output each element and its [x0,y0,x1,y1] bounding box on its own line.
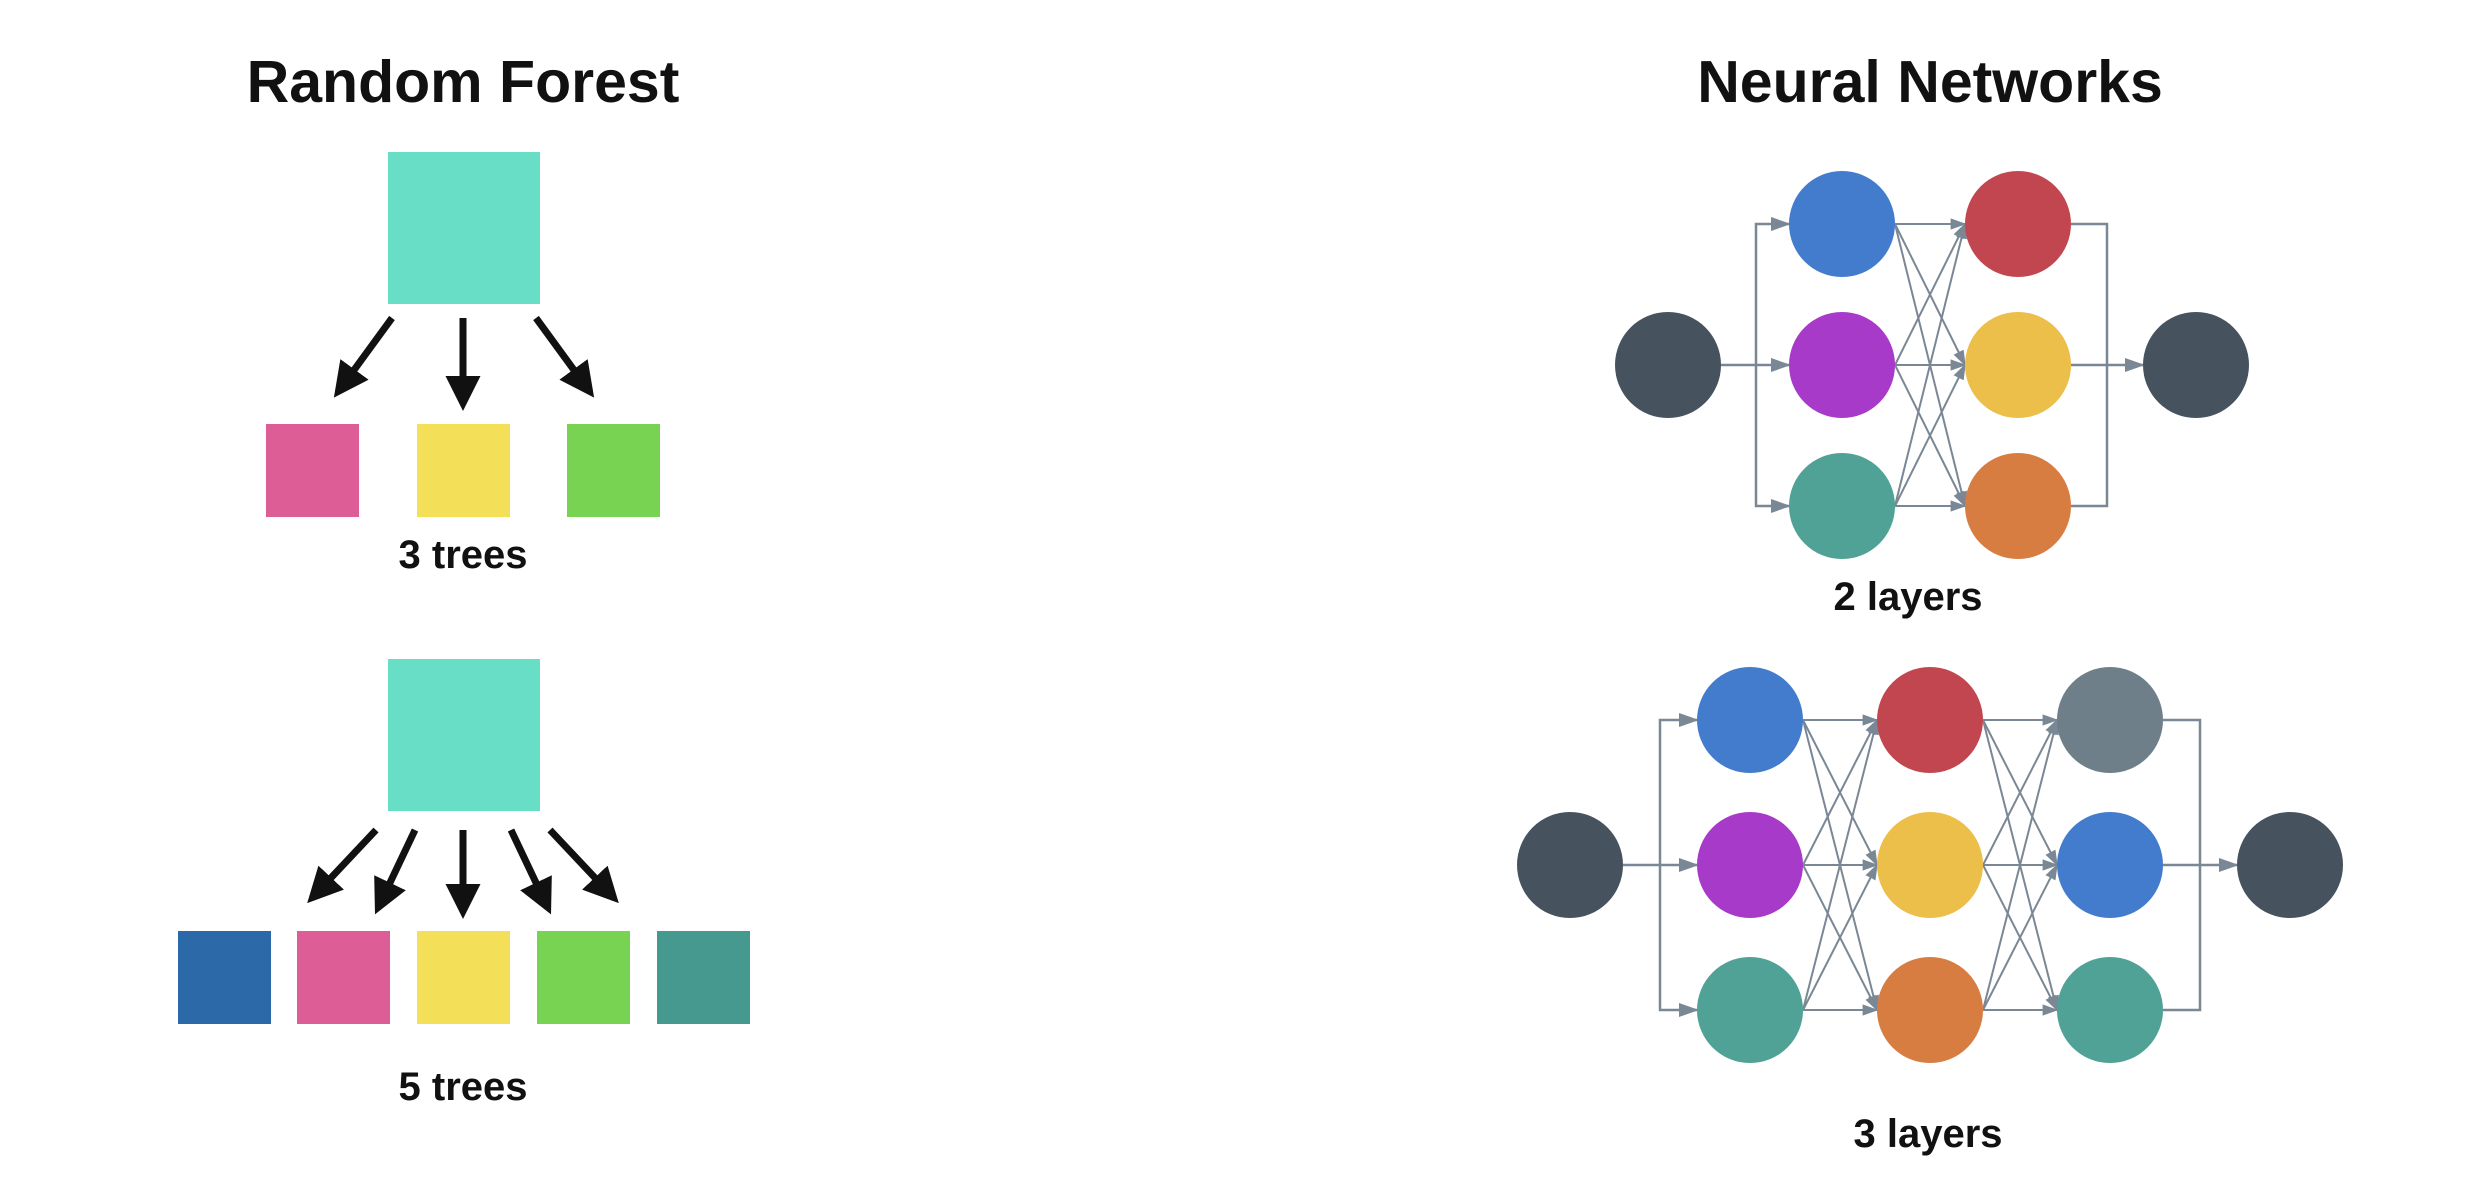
nn-output-node [2237,812,2343,918]
nn-output-edge [2163,718,2202,865]
nn-input-edge [1754,217,1791,365]
rf-root-node [388,659,540,811]
nn-input-node [1615,312,1721,418]
nn-hidden-node [1697,812,1803,918]
rf-split-arrow [533,315,595,398]
nn-hidden-node [1789,312,1895,418]
nn-weight-edge [1982,863,2058,1011]
nn-weight-edge [1802,718,1878,866]
nn-hidden-node [1965,312,2071,418]
nn-hidden-node [1697,667,1803,773]
rf-tree-node [297,931,390,1024]
nn-weight-edge [1894,363,1966,507]
nn-input-edge [1658,865,1699,1017]
nn-hidden-node [1789,453,1895,559]
rf-split-arrow [547,827,619,904]
nn-hidden-node [1877,667,1983,773]
rf-split-arrow [307,827,379,904]
nn-hidden-node [2057,957,2163,1063]
nn-caption-3-layers: 3 layers [1853,1112,2003,1156]
nn-hidden-node [1697,957,1803,1063]
nn-output-edge [2071,365,2109,508]
rf-tree-node [266,424,359,517]
rf-split-arrow [333,315,395,398]
nn-weight-edge [1982,718,2059,1011]
nn-hidden-node [1965,171,2071,277]
nn-output-node [2143,312,2249,418]
nn-weight-edge [1894,222,1966,366]
nn-hidden-node [1789,171,1895,277]
rf-tree-node [417,424,510,517]
rf-tree-node [657,931,750,1024]
random-forest-title: Random Forest [246,49,680,115]
nn-weight-edge [1802,863,1878,1011]
neural-networks-title: Neural Networks [1697,49,2163,115]
nn-weight-edge [1802,718,1879,1011]
nn-caption-2-layers: 2 layers [1833,575,1983,619]
nn-input-edge [1754,365,1791,513]
rf-split-arrow [507,828,552,915]
nn-hidden-node [2057,812,2163,918]
rf-caption-3-trees: 3 trees [398,533,528,577]
nn-hidden-node [1877,812,1983,918]
nn-output-edge [2071,222,2109,365]
rf-tree-node [417,931,510,1024]
rf-tree-node [537,931,630,1024]
nn-hidden-node [1877,957,1983,1063]
rf-caption-5-trees: 5 trees [398,1065,528,1109]
nn-weight-edge [1894,222,1967,507]
nn-input-node [1517,812,1623,918]
nn-hidden-node [2057,667,2163,773]
rf-tree-node [178,931,271,1024]
rf-split-arrow [374,828,419,915]
nn-output-edge [2163,865,2202,1012]
nn-weight-edge [1982,718,2058,866]
rf-tree-node [567,424,660,517]
rf-root-node [388,152,540,304]
nn-hidden-node [1965,453,2071,559]
nn-input-edge [1658,713,1699,865]
